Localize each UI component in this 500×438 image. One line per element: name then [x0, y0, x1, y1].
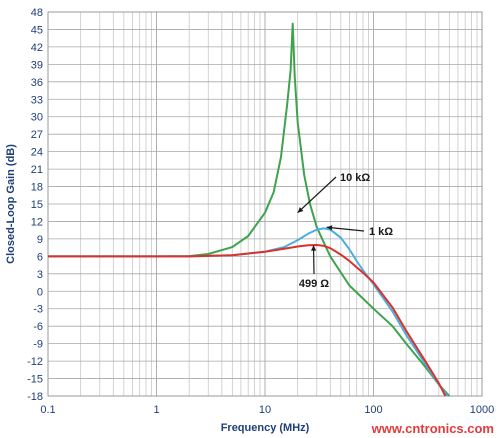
x-tick-label: 0.1 — [40, 404, 55, 416]
annotation-arrow-line — [297, 176, 337, 214]
y-tick-label: 15 — [31, 199, 43, 211]
y-tick-label: -18 — [27, 391, 43, 403]
annotation-label: 10 kΩ — [340, 172, 370, 184]
y-tick-label: 21 — [31, 164, 43, 176]
y-tick-label: 36 — [31, 77, 43, 89]
y-tick-label: -9 — [33, 339, 43, 351]
y-tick-label: 33 — [31, 94, 43, 106]
watermark: www.cntronics.com — [371, 421, 494, 436]
annotation-arrow-head — [297, 207, 304, 213]
annotation-label: 1 kΩ — [369, 226, 393, 238]
y-tick-label: 42 — [31, 42, 43, 54]
y-tick-label: 18 — [31, 182, 43, 194]
y-tick-label: 3 — [37, 269, 43, 281]
y-tick-label: 12 — [31, 216, 43, 228]
annotation-layer: 10 kΩ 1 kΩ 499 Ω — [297, 172, 393, 290]
y-tick-label: 27 — [31, 129, 43, 141]
series-line — [48, 244, 447, 397]
annotation-arrow-head — [326, 225, 333, 231]
y-tick-label: 39 — [31, 59, 43, 71]
y-tick-label: -15 — [27, 374, 43, 386]
grid — [47, 11, 482, 397]
annotation-arrow-head — [310, 245, 317, 251]
x-tick-label: 100 — [364, 404, 382, 416]
y-tick-label: 0 — [37, 286, 43, 298]
x-tick-label: 1000 — [470, 404, 494, 416]
y-tick-label: 48 — [31, 7, 43, 19]
y-tick-label: -3 — [33, 304, 43, 316]
x-tick-labels: 0.1 1 10 100 1000 — [40, 404, 494, 416]
y-tick-label: -6 — [33, 321, 43, 333]
y-tick-label: 24 — [31, 147, 43, 159]
plot-border — [47, 11, 483, 397]
y-tick-label: -12 — [27, 356, 43, 368]
y-tick-labels: 484542393633302724211815129630-3-6-9-12-… — [27, 7, 43, 403]
annotation-label: 499 Ω — [299, 278, 329, 290]
y-tick-label: 9 — [37, 234, 43, 246]
series-layer — [48, 22, 451, 397]
y-axis-title: Closed-Loop Gain (dB) — [5, 144, 17, 264]
x-tick-label: 1 — [153, 404, 159, 416]
annotation-arrow-line — [326, 226, 365, 232]
y-tick-label: 45 — [31, 24, 43, 36]
y-tick-label: 6 — [37, 251, 43, 263]
x-axis-title: Frequency (MHz) — [221, 422, 310, 434]
x-tick-label: 10 — [259, 404, 271, 416]
series-line — [48, 22, 451, 397]
y-tick-label: 30 — [31, 112, 43, 124]
